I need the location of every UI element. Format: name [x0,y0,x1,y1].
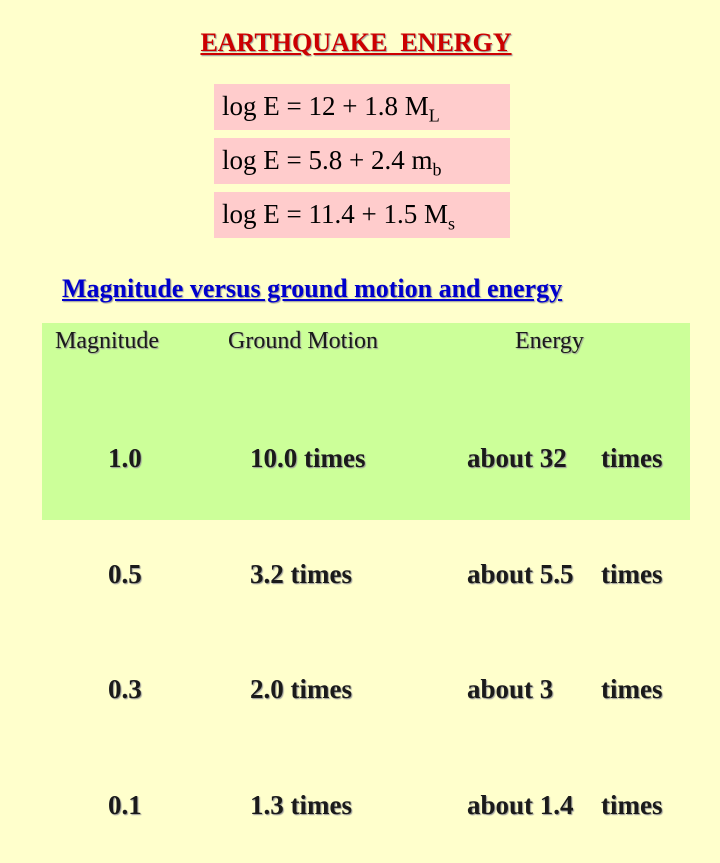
energy-cell: about 32 times [467,439,677,478]
magnitude-cell: 0.3 [108,674,142,704]
equation-text: log E = 11.4 + 1.5 M [222,199,448,229]
magnitude-table [42,323,690,520]
equation-mb: log E = 5.8 + 2.4 mb [214,138,510,184]
energy-unit: times [601,443,663,473]
header-energy: Energy [515,328,584,354]
ground-motion-cell: 3.2 times [250,558,352,589]
magnitude-cell: 0.1 [108,789,142,820]
energy-unit: times [601,789,663,820]
magnitude-cell: 0.5 [108,558,142,589]
ground-motion-cell: 2.0 times [250,674,352,704]
equation-text: log E = 5.8 + 2.4 m [222,145,433,175]
energy-cell: about 5.5 times [467,555,677,594]
energy-column: about 32 times about 5.5 times about 3 time… [467,362,677,863]
page-title: EARTHQUAKE ENERGY [200,28,512,57]
equation-subscript: b [432,159,442,180]
equation-text: log E = 12 + 1.8 M [222,91,429,121]
equation-ml: log E = 12 + 1.8 ML [214,84,510,130]
header-ground-motion: Ground Motion [228,328,378,354]
ground-motion-column: 10.0 times 3.2 times 2.0 times 1.3 times [250,362,365,863]
equation-subscript: L [428,105,440,126]
ground-motion-cell: 1.3 times [250,789,352,820]
energy-value: about 5.5 [467,558,574,589]
section-subtitle: Magnitude versus ground motion and energ… [62,274,563,303]
energy-cell: about 3 times [467,670,677,709]
magnitude-column: 1.0 0.5 0.3 0.1 [108,362,142,863]
energy-value: about 32 [467,443,567,473]
equation-ms: log E = 11.4 + 1.5 Ms [214,192,510,238]
header-magnitude: Magnitude [55,328,159,354]
energy-cell: about 1.4 times [467,786,677,825]
energy-value: about 1.4 [467,789,574,820]
ground-motion-cell: 10.0 times [250,443,366,473]
magnitude-cell: 1.0 [108,443,142,473]
equation-subscript: s [447,213,455,234]
energy-unit: times [601,674,663,704]
energy-value: about 3 [467,674,554,704]
energy-unit: times [601,558,663,589]
